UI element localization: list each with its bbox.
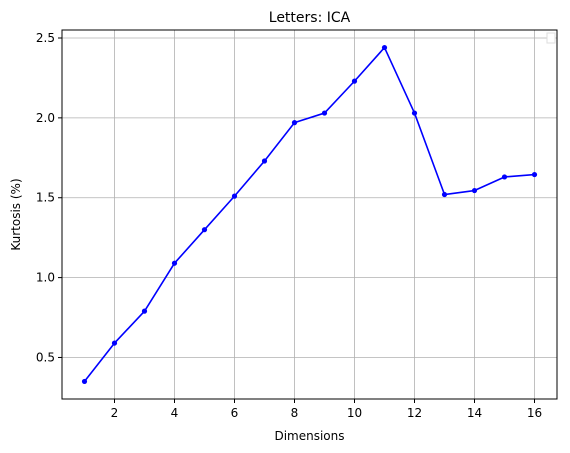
chart-title: Letters: ICA — [269, 10, 351, 26]
data-point — [81, 378, 88, 385]
x-tick-label: 4 — [171, 406, 179, 420]
x-tick-label: 12 — [407, 406, 422, 420]
y-tick-label: 1.0 — [36, 271, 55, 285]
data-point — [111, 340, 118, 346]
data-point — [291, 120, 298, 126]
x-axis: 2 4 6 8 10 12 14 16 — [111, 399, 542, 420]
plot-frame — [61, 29, 558, 400]
data-point — [351, 78, 358, 84]
x-tick-label: 14 — [467, 406, 482, 420]
data-point — [531, 171, 538, 178]
x-tick-label: 2 — [111, 406, 119, 420]
data-point — [471, 187, 478, 194]
data-point — [501, 174, 508, 180]
data-point — [441, 191, 448, 198]
data-point — [411, 110, 418, 116]
data-point — [381, 44, 388, 51]
y-tick-label: 2.0 — [36, 111, 55, 125]
data-point — [171, 260, 178, 266]
plot-background — [62, 30, 557, 399]
data-point — [231, 193, 238, 199]
y-tick-label: 2.5 — [36, 31, 55, 45]
legend-box — [546, 32, 556, 44]
x-tick-label: 8 — [291, 406, 299, 420]
y-tick-label: 1.5 — [36, 191, 55, 205]
data-point — [321, 110, 328, 116]
y-tick-label: 0.5 — [36, 350, 55, 364]
data-point — [141, 308, 148, 314]
series-line — [83, 46, 535, 382]
y-axis-label: Kurtosis (%) — [9, 178, 23, 250]
plot-area — [61, 29, 558, 400]
grid-lines — [62, 30, 557, 399]
series-layer — [81, 44, 538, 385]
x-tick-label: 6 — [231, 406, 239, 420]
y-axis: 0.5 1.0 1.5 2.0 2.5 — [36, 31, 62, 364]
x-tick-label: 16 — [527, 406, 542, 420]
x-axis-label: Dimensions — [274, 429, 344, 443]
x-tick-label: 10 — [347, 406, 362, 420]
data-point — [201, 227, 208, 233]
data-point — [261, 158, 268, 164]
